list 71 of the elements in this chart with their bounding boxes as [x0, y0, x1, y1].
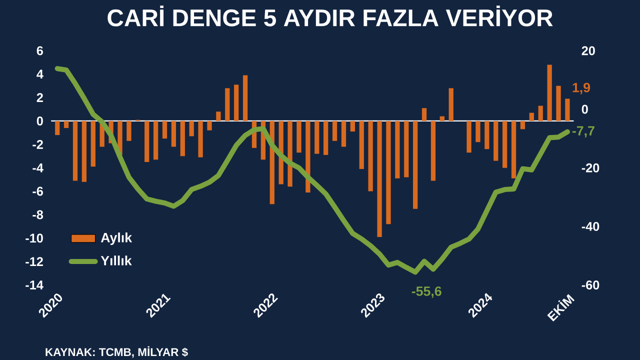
y-tick-label: -2 — [32, 140, 43, 149]
bar — [466, 120, 472, 153]
bar — [225, 88, 230, 121]
bar — [90, 120, 96, 167]
bar — [324, 120, 328, 155]
y-tick-label: -10 — [26, 234, 43, 243]
y-tick-label: -12 — [26, 257, 43, 266]
bar — [242, 75, 248, 121]
bar — [332, 120, 338, 141]
bar — [422, 108, 427, 121]
bar — [520, 120, 526, 130]
bar — [288, 120, 292, 187]
bar — [386, 120, 391, 224]
bar — [430, 120, 436, 181]
bar — [538, 106, 543, 121]
bar — [556, 86, 561, 121]
bar — [484, 120, 490, 150]
bar — [55, 120, 60, 136]
data-label: 1,9 — [572, 82, 590, 94]
bar — [198, 120, 203, 158]
bar — [529, 112, 534, 121]
bar — [82, 120, 87, 182]
bar — [440, 116, 444, 121]
bar — [502, 120, 508, 168]
bar — [359, 120, 364, 170]
bar — [448, 88, 454, 121]
data-label: -7,7 — [572, 126, 594, 138]
y2-tick-label: 0 — [582, 104, 588, 114]
chart-title: CARİ DENGE 5 AYDIR FAZLA VERİYOR — [108, 6, 553, 26]
bar — [296, 120, 302, 153]
bar — [234, 84, 239, 121]
bar — [350, 120, 355, 132]
y-tick-label: 0 — [36, 116, 43, 126]
bar — [314, 120, 320, 154]
bar — [404, 120, 409, 178]
bar — [494, 120, 498, 161]
text: KAYNAK: TCMB, MİLYAR $ — [46, 346, 188, 358]
bar — [180, 120, 185, 156]
bar — [153, 120, 158, 160]
bar — [395, 120, 400, 178]
bar — [189, 120, 194, 136]
y-tick-label: -6 — [32, 186, 43, 196]
bar — [413, 120, 418, 209]
bar — [126, 120, 132, 141]
y2-tick-label: 20 — [582, 46, 595, 56]
bar — [476, 120, 480, 142]
y-tick-label: -4 — [32, 163, 44, 172]
y2-tick-label: -40 — [582, 222, 600, 231]
bar — [216, 112, 221, 121]
bar — [368, 120, 373, 192]
y-tick-label: 4 — [36, 70, 44, 78]
data-label: -55,6 — [412, 286, 442, 298]
bar — [171, 120, 176, 147]
bar — [144, 120, 150, 162]
bar — [64, 120, 69, 128]
y-tick-label: -14 — [26, 280, 44, 290]
bar — [341, 120, 346, 147]
bar — [377, 120, 382, 237]
y2-tick-label: -20 — [582, 163, 600, 172]
y-tick-label: 6 — [36, 46, 43, 56]
y-tick-label: -8 — [32, 210, 44, 220]
bar — [547, 64, 552, 121]
legend-label: Aylık — [100, 232, 132, 246]
legend-label: Yıllık — [100, 256, 132, 266]
bar — [72, 120, 78, 181]
y2-tick-label: -60 — [582, 280, 600, 290]
bar — [565, 98, 570, 121]
bar — [162, 120, 168, 139]
bar — [511, 120, 516, 178]
y-tick-label: 2 — [36, 93, 43, 102]
bar — [207, 120, 212, 130]
